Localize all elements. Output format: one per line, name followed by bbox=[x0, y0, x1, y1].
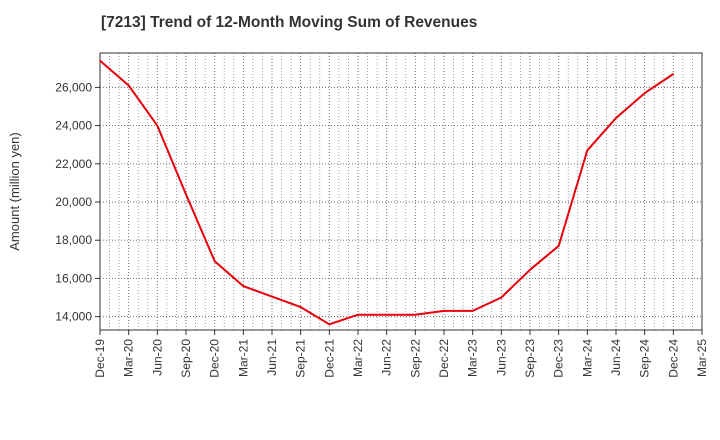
y-tick-label: 26,000 bbox=[55, 80, 92, 94]
x-tick-label: Mar-23 bbox=[466, 339, 480, 377]
y-tick-label: 14,000 bbox=[55, 310, 92, 324]
x-tick-label: Jun-21 bbox=[265, 339, 279, 376]
x-tick-label: Dec-23 bbox=[552, 339, 566, 378]
data-point bbox=[414, 313, 417, 316]
x-tick-label: Dec-20 bbox=[208, 339, 222, 378]
plot-area-frame bbox=[99, 52, 703, 331]
data-point bbox=[615, 117, 617, 119]
data-point bbox=[299, 306, 302, 308]
y-tick-label: 24,000 bbox=[55, 119, 92, 133]
data-point bbox=[443, 310, 445, 312]
x-tick-label: Sep-21 bbox=[294, 339, 308, 378]
data-point bbox=[586, 149, 589, 152]
series-points bbox=[99, 59, 675, 326]
y-tick-label: 22,000 bbox=[55, 157, 92, 171]
x-tick-label: Mar-21 bbox=[236, 339, 250, 377]
x-tick-label: Mar-24 bbox=[580, 339, 594, 377]
data-point bbox=[672, 73, 675, 75]
y-tick-label: 18,000 bbox=[55, 233, 92, 247]
y-axis-ticks: 14,000 16,000 18,000 20,000 22,000 24,000 26,0… bbox=[55, 80, 100, 324]
x-tick-label: Dec-22 bbox=[437, 339, 451, 378]
data-point bbox=[242, 285, 245, 287]
x-tick-label: Mar-20 bbox=[122, 339, 136, 377]
x-tick-label: Mar-25 bbox=[695, 339, 709, 377]
data-point bbox=[328, 323, 331, 326]
y-tick-label: 20,000 bbox=[55, 195, 92, 209]
x-tick-label: Sep-23 bbox=[523, 339, 537, 378]
x-tick-label: Jun-22 bbox=[380, 339, 394, 376]
data-point bbox=[213, 260, 216, 263]
x-tick-label: Sep-24 bbox=[638, 339, 652, 378]
data-point bbox=[127, 84, 130, 87]
major-grid bbox=[99, 53, 703, 330]
data-point bbox=[643, 92, 646, 94]
x-tick-label: Dec-24 bbox=[666, 339, 680, 378]
x-tick-label: Jun-20 bbox=[150, 339, 164, 376]
chart-title: [7213] Trend of 12-Month Moving Sum of R… bbox=[101, 14, 478, 31]
data-point bbox=[357, 313, 359, 316]
x-tick-label: Sep-22 bbox=[408, 339, 422, 378]
data-point bbox=[500, 296, 503, 299]
x-tick-label: Sep-20 bbox=[179, 339, 193, 378]
x-axis-ticks: Dec-19 Mar-20 Jun-20 Sep-20 Dec-20 Mar-21 Jun-… bbox=[93, 330, 709, 378]
data-point bbox=[529, 269, 531, 271]
minor-grid bbox=[109, 53, 693, 330]
data-point bbox=[156, 124, 159, 127]
data-point bbox=[385, 313, 388, 316]
x-tick-label: Jun-23 bbox=[494, 339, 508, 376]
y-tick-label: 16,000 bbox=[55, 271, 92, 285]
data-point bbox=[185, 193, 187, 196]
data-point bbox=[271, 295, 273, 298]
y-axis-label: Amount (million yen) bbox=[7, 132, 22, 251]
x-tick-label: Jun-24 bbox=[609, 339, 623, 376]
x-tick-label: Dec-19 bbox=[93, 339, 107, 378]
x-tick-label: Mar-22 bbox=[351, 339, 365, 377]
x-tick-label: Dec-21 bbox=[322, 339, 336, 378]
data-point bbox=[471, 310, 474, 312]
data-point bbox=[557, 245, 560, 247]
data-point bbox=[99, 59, 101, 62]
